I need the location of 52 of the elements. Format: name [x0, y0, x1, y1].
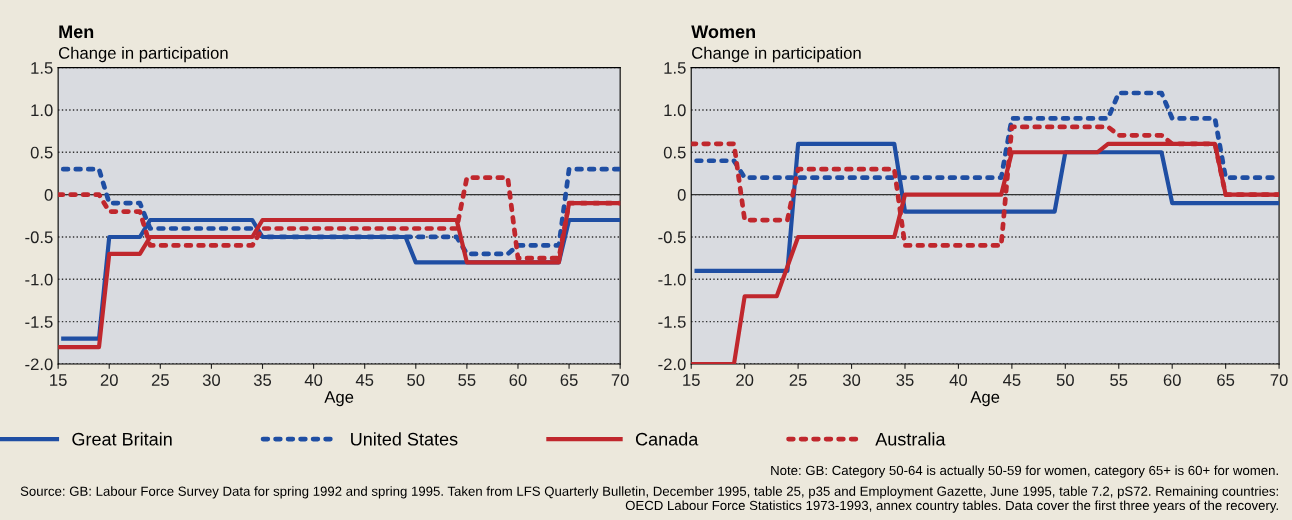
y-axis-title: Change in participation	[58, 46, 228, 63]
x-tick-label: 50	[1056, 374, 1074, 386]
x-tick-label: 40	[304, 374, 323, 386]
legend-label: Australia	[875, 432, 946, 446]
x-tick-label: 15	[50, 374, 67, 386]
y-tick-label: 1.5	[664, 62, 686, 74]
x-tick-label: 45	[355, 374, 374, 386]
x-tick-label: 55	[1110, 374, 1128, 386]
y-tick-label: 0	[677, 189, 686, 201]
x-tick-label: 70	[611, 374, 629, 386]
x-tick-label: 35	[896, 374, 914, 386]
y-tick-label: -1.5	[658, 316, 686, 328]
x-tick-label: 35	[253, 374, 272, 386]
x-tick-label: 45	[1002, 374, 1021, 386]
y-axis-title: Change in participation	[692, 46, 861, 63]
x-tick-label: 20	[100, 374, 118, 386]
y-tick-label: -1.0	[658, 273, 686, 286]
y-tick-label: 1.0	[31, 104, 53, 117]
x-tick-label: 25	[151, 374, 169, 386]
legend-label: Great Britain	[72, 432, 172, 446]
x-axis-title: Age	[970, 391, 1000, 407]
y-tick-label: -2.0	[25, 358, 53, 371]
x-tick-label: 60	[509, 374, 527, 386]
x-tick-label: 65	[560, 374, 578, 386]
y-tick-label: -1.5	[25, 316, 53, 328]
x-tick-label: 50	[407, 374, 425, 386]
x-tick-label: 30	[202, 374, 221, 386]
chart-title: Men	[59, 25, 94, 39]
x-tick-label: 30	[842, 374, 861, 386]
y-tick-label: -2.0	[658, 358, 686, 371]
x-tick-label: 70	[1270, 374, 1288, 386]
x-tick-label: 25	[789, 374, 807, 386]
legend-label: Canada	[635, 432, 699, 446]
legend-label: United States	[351, 432, 458, 446]
x-tick-label: 60	[1163, 374, 1181, 386]
y-tick-label: 0.5	[30, 146, 53, 159]
y-tick-label: -0.5	[25, 231, 53, 244]
chart-title: Women	[691, 25, 755, 39]
y-tick-label: 0	[44, 189, 53, 201]
y-tick-label: 1.0	[664, 104, 686, 117]
x-tick-label: 55	[458, 374, 476, 386]
y-tick-label: 0.5	[663, 146, 686, 159]
x-tick-label: 15	[683, 374, 700, 386]
x-tick-label: 65	[1217, 374, 1235, 386]
x-tick-label: 40	[949, 374, 968, 386]
y-tick-label: -1.0	[25, 273, 53, 286]
x-axis-title: Age	[324, 391, 354, 407]
x-tick-label: 20	[736, 374, 754, 386]
source-note: Source: GB: Labour Force Survey Data for spring 1992 and spring 1995. Taken from LFS Quarterly Bulletin, December 1995, table 25, p35 and Employment Gazette, June 1995, table 7.2, pS72. Remaining countries: OECD Labour Force Statistics 1973-1993, annex country tables. Data cover the first three years of the recovery.	[20, 486, 1278, 513]
text: Note: GB: Category 50-64 is actually 50-59 for women, category 65+ is 60+ for women.	[771, 465, 1278, 478]
y-tick-label: -0.5	[658, 231, 686, 244]
y-tick-label: 1.5	[31, 62, 53, 74]
